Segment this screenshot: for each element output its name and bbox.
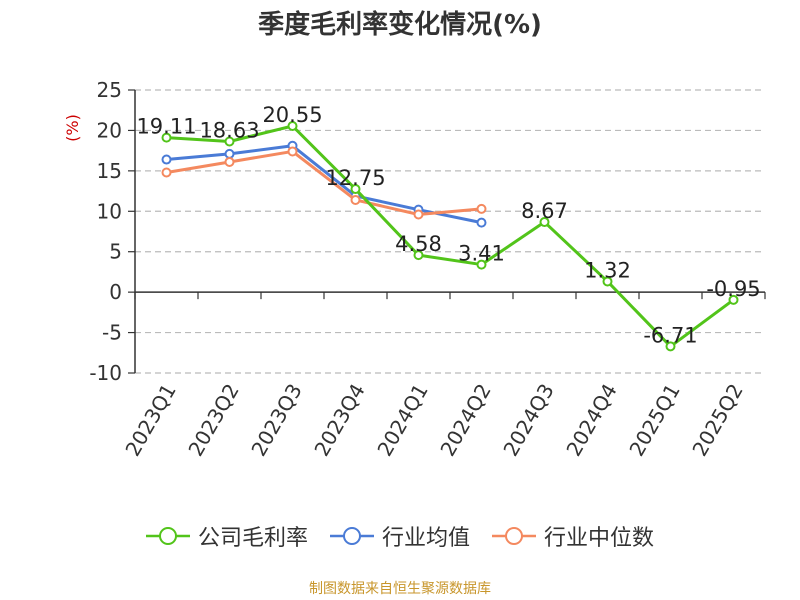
- data-point: [350, 194, 361, 205]
- y-tick-label: 20: [97, 118, 122, 142]
- legend-label: 行业均值: [381, 526, 470, 551]
- y-tick-label: 15: [97, 159, 122, 183]
- legend-swatch: [145, 527, 190, 545]
- data-label: 20.55: [262, 103, 322, 127]
- legend-swatch-marker: [505, 527, 523, 545]
- legend-item[interactable]: 行业均值: [329, 520, 470, 552]
- y-axis-label: (%): [63, 114, 82, 142]
- data-point: [287, 146, 298, 157]
- data-point: [161, 167, 172, 178]
- data-point: [602, 276, 613, 287]
- source-note: 制图数据来自恒生聚源数据库: [309, 581, 491, 597]
- legend-swatch: [329, 527, 374, 545]
- series-line: [166, 124, 735, 348]
- y-tick-label: 10: [97, 199, 122, 223]
- x-tick-label: 2025Q2: [687, 380, 747, 461]
- legend-swatch-marker: [342, 527, 361, 545]
- y-tick-label: -5: [102, 321, 122, 345]
- legend-label: 行业中位数: [544, 526, 655, 551]
- chart-title: 季度毛利率变化情况(%): [258, 10, 542, 40]
- y-tick-label: 0: [109, 280, 122, 304]
- data-point: [287, 120, 298, 131]
- x-tick-label: 2023Q3: [246, 380, 306, 461]
- series: [161, 120, 739, 352]
- data-point: [539, 217, 550, 228]
- data-label: 4.58: [395, 232, 442, 256]
- series-line: [166, 144, 482, 225]
- data-point: [350, 184, 361, 195]
- x-tick-label: 2024Q2: [435, 380, 495, 461]
- data-label: -0.95: [706, 277, 760, 301]
- x-tick-label: 2023Q1: [120, 380, 180, 461]
- x-tick-label: 2024Q1: [372, 380, 432, 461]
- data-point: [413, 209, 424, 220]
- data-label: 1.32: [584, 258, 631, 282]
- gridlines: [135, 89, 765, 374]
- x-tick-label: 2023Q4: [309, 380, 369, 461]
- legend-swatch: [492, 527, 536, 545]
- legend-item[interactable]: 行业中位数: [492, 520, 654, 552]
- data-point: [161, 132, 172, 143]
- x-tick-label: 2025Q1: [624, 380, 684, 461]
- data-point: [224, 148, 235, 159]
- data-point: [161, 154, 172, 165]
- legend-item[interactable]: 公司毛利率: [145, 520, 308, 552]
- data-point: [476, 259, 487, 270]
- legend-swatch-marker: [158, 527, 177, 545]
- series-line: [166, 149, 482, 217]
- data-label: 12.75: [325, 166, 385, 190]
- data-point: [728, 294, 739, 305]
- data-label: 19.11: [136, 115, 196, 139]
- data-label: 3.41: [458, 242, 505, 266]
- y-tick-label: 5: [109, 240, 122, 264]
- y-tick-label: -10: [89, 361, 122, 385]
- data-label: 18.63: [199, 119, 259, 143]
- data-label: -6.71: [643, 323, 697, 347]
- data-point: [476, 217, 487, 228]
- legend-label: 公司毛利率: [197, 526, 308, 551]
- data-point: [476, 203, 487, 214]
- data-point: [413, 250, 424, 261]
- data-label: 8.67: [521, 199, 568, 223]
- x-tick-label: 2024Q3: [498, 380, 558, 461]
- legend: 公司毛利率 行业均值 行业中位数: [0, 520, 800, 552]
- y-tick-label: 25: [97, 78, 122, 102]
- data-point: [224, 136, 235, 147]
- data-point: [224, 156, 235, 167]
- data-point: [665, 341, 676, 352]
- x-tick-label: 2024Q4: [561, 380, 621, 461]
- x-tick-label: 2023Q2: [183, 380, 243, 461]
